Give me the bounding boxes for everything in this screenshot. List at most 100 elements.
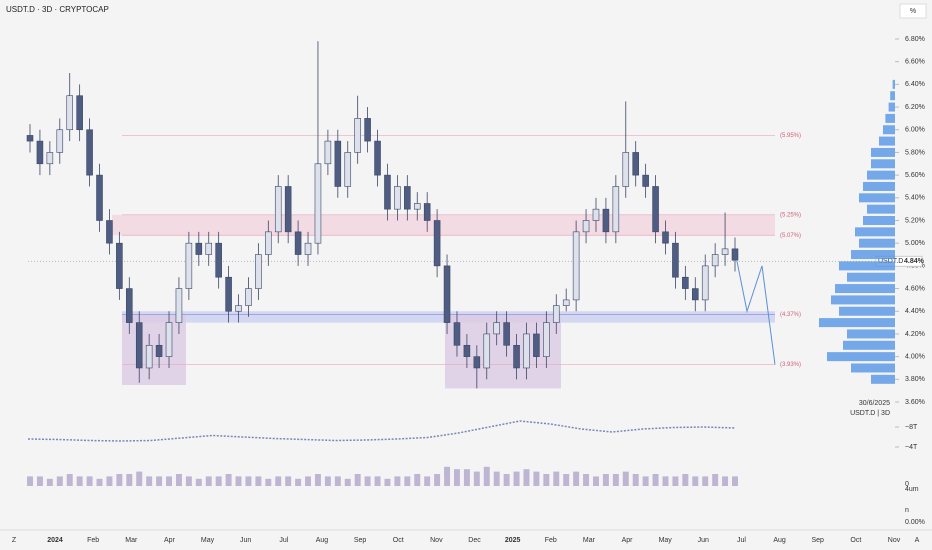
volume-bar — [702, 476, 709, 486]
candle-body — [523, 333, 530, 369]
candle-body — [413, 203, 421, 210]
volume-bar — [444, 466, 451, 486]
candle-body — [165, 322, 173, 357]
volume-bar — [76, 476, 83, 486]
lower-axis-label: n — [905, 507, 909, 514]
profile-bar — [827, 352, 895, 362]
x-tick-label: Sep — [354, 537, 367, 544]
y-tick-label: 5.80% — [905, 149, 925, 156]
x-tick-label: Dec — [468, 537, 481, 544]
volume-bar — [36, 476, 43, 486]
volume-bar — [27, 476, 33, 486]
indicator-tick-label: ~8T — [905, 424, 918, 431]
volume-bar — [583, 474, 590, 486]
candle-body — [26, 135, 34, 142]
y-tick-label: 6.80% — [905, 36, 925, 43]
candle-body — [701, 265, 709, 301]
candle-body — [384, 174, 391, 210]
level-label: (5.25%) — [780, 212, 801, 218]
profile-bar — [847, 329, 895, 339]
footer-date: 30/6/2025 — [859, 400, 890, 407]
x-tick-label: Sep — [811, 537, 824, 544]
profile-bar — [847, 272, 895, 282]
profile-bar — [843, 340, 895, 350]
candle-body — [116, 242, 123, 289]
volume-bar — [374, 476, 381, 486]
profile-bar — [890, 91, 895, 101]
profile-bar — [831, 295, 895, 305]
profile-bar — [867, 204, 895, 214]
volume-bar — [136, 471, 143, 486]
volume-bar — [692, 476, 699, 486]
y-tick-label: 4.60% — [905, 285, 925, 292]
candle-body — [433, 220, 441, 267]
volume-bar — [483, 466, 490, 486]
candle-body — [135, 322, 143, 369]
volume-bar — [662, 476, 669, 486]
volume-bar — [384, 478, 391, 486]
x-tick-label: Aug — [773, 537, 786, 544]
candle-body — [304, 242, 312, 255]
candle-body — [324, 140, 332, 165]
volume-bar — [235, 476, 242, 486]
y-tick-label: 4.00% — [905, 353, 925, 360]
candle-body — [86, 129, 93, 176]
candle-body — [155, 344, 163, 357]
level-label: (3.93%) — [780, 362, 801, 368]
candle-body — [66, 95, 73, 131]
volume-bar — [314, 474, 321, 486]
y-tick-label: 4.20% — [905, 331, 925, 338]
volume-bar — [185, 476, 192, 486]
volume-bar — [295, 478, 302, 486]
chart-title: USDT.D · 3D · CRYPTOCAP — [6, 5, 109, 14]
x-tick-label: Mar — [125, 537, 138, 544]
volume-bar — [722, 476, 729, 486]
candle-body — [622, 152, 630, 187]
unit-box — [899, 3, 927, 19]
lower-axis-label: 0.00% — [905, 519, 925, 526]
candle-body — [96, 174, 103, 221]
candle-body — [294, 231, 302, 255]
volume-bar — [195, 478, 202, 486]
candle-body — [692, 288, 699, 301]
candle-body — [721, 248, 729, 255]
volume-bar — [493, 471, 500, 486]
candle-body — [463, 344, 471, 357]
candle-body — [662, 231, 669, 244]
indicator-line — [27, 420, 736, 442]
projection-line — [736, 261, 776, 365]
profile-bar — [879, 136, 895, 146]
y-tick-label: 4.40% — [905, 308, 925, 315]
candle-body — [145, 344, 153, 369]
candle-body — [314, 163, 322, 244]
candle-body — [36, 140, 44, 165]
y-tick-label: 5.40% — [905, 195, 925, 202]
volume-bar — [66, 474, 73, 486]
profile-bar — [839, 306, 895, 316]
volume-bar — [543, 474, 550, 486]
volume-bar — [563, 474, 570, 486]
range-box — [122, 314, 186, 385]
volume-bar — [116, 474, 123, 486]
x-tick-label: Aug — [316, 537, 329, 544]
volume-bar — [354, 474, 361, 486]
profile-bar — [863, 216, 895, 225]
candle-body — [205, 242, 213, 255]
volume-bar — [166, 476, 172, 486]
y-tick-label: 5.00% — [905, 240, 925, 247]
candle-body — [126, 288, 133, 323]
x-tick-label: 2025 — [505, 537, 521, 544]
last-price-box — [875, 255, 923, 267]
last-price-label: 4.84% — [904, 258, 925, 265]
volume-bar — [245, 476, 252, 486]
x-tick-label: Mar — [583, 537, 596, 544]
candle-body — [215, 242, 222, 278]
volume-bar — [255, 476, 262, 486]
volume-bar — [334, 476, 341, 486]
volume-bar — [553, 471, 560, 486]
level-label: (5.95%) — [780, 133, 801, 139]
candle-body — [473, 356, 481, 369]
volume-bar — [513, 471, 520, 486]
candle-body — [255, 254, 262, 289]
profile-bar — [892, 79, 895, 89]
